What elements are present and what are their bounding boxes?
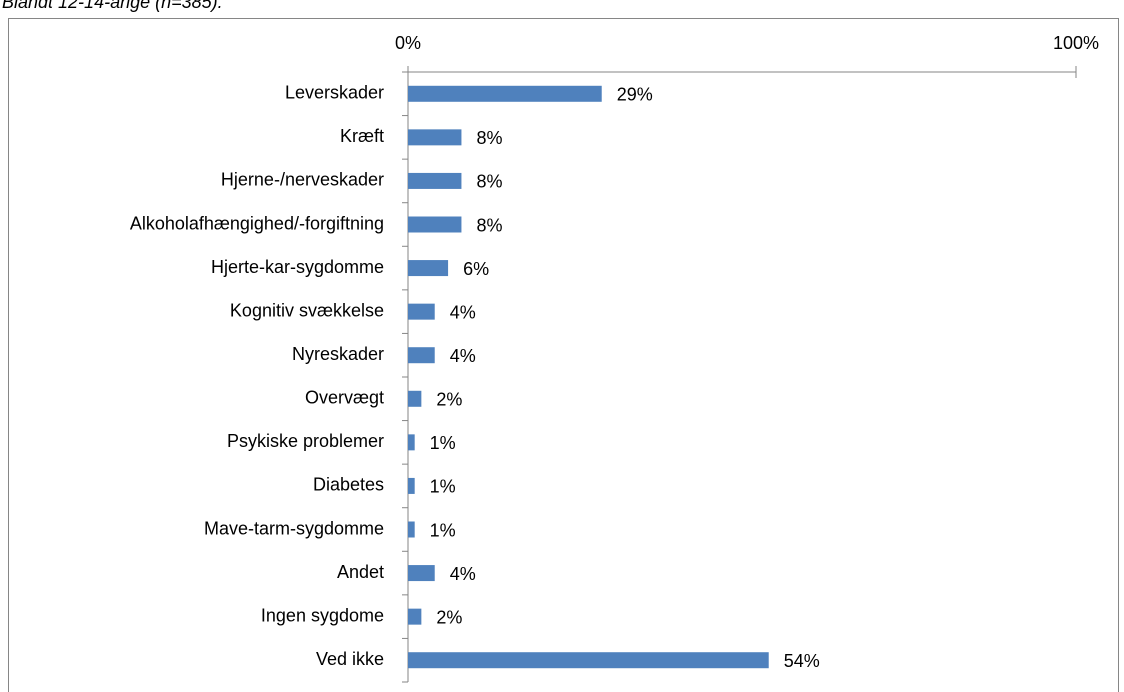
data-label: 1% xyxy=(430,520,456,540)
x-tick-label: 100% xyxy=(1053,33,1099,53)
y-tick-label: Kognitiv svækkelse xyxy=(230,300,384,320)
chart-frame xyxy=(8,18,1119,692)
y-tick-label: Mave-tarm-sygdomme xyxy=(204,518,384,538)
y-tick-label: Leverskader xyxy=(285,83,384,103)
data-label: 54% xyxy=(784,651,820,671)
data-label: 4% xyxy=(450,302,476,322)
y-tick-label: Hjerte-kar-sygdomme xyxy=(211,257,384,277)
data-label: 4% xyxy=(450,564,476,584)
bar xyxy=(408,172,462,189)
data-label: 8% xyxy=(476,128,502,148)
y-tick-label: Diabetes xyxy=(313,475,384,495)
bar xyxy=(408,260,449,277)
bar xyxy=(408,652,769,669)
data-label: 2% xyxy=(436,390,462,410)
y-tick-label: Kræft xyxy=(340,126,384,146)
data-label: 1% xyxy=(430,477,456,497)
y-tick-label: Overvægt xyxy=(305,388,384,408)
bar xyxy=(408,216,462,233)
y-tick-label: Psykiske problemer xyxy=(227,431,384,451)
y-tick-label: Alkoholafhængighed/-forgiftning xyxy=(130,213,384,233)
bar xyxy=(408,303,435,320)
bar xyxy=(408,477,415,494)
y-tick-label: Andet xyxy=(337,562,384,582)
data-label: 29% xyxy=(617,85,653,105)
data-label: 2% xyxy=(436,607,462,627)
bar xyxy=(408,347,435,364)
bar xyxy=(408,608,422,625)
y-tick-label: Ingen sygdome xyxy=(261,605,384,625)
bar xyxy=(408,521,415,538)
bar xyxy=(408,565,435,582)
data-label: 1% xyxy=(430,433,456,453)
bar xyxy=(408,390,422,407)
bar xyxy=(408,129,462,146)
data-label: 6% xyxy=(463,259,489,279)
data-label: 8% xyxy=(476,215,502,235)
data-label: 4% xyxy=(450,346,476,366)
x-tick-label: 0% xyxy=(395,33,421,53)
y-tick-label: Nyreskader xyxy=(292,344,384,364)
y-tick-label: Hjerne-/nerveskader xyxy=(221,170,384,190)
data-label: 8% xyxy=(476,172,502,192)
y-tick-label: Ved ikke xyxy=(316,649,384,669)
bar xyxy=(408,85,602,102)
chart-subtitle: Blandt 12-14-årige (n=385). xyxy=(2,0,223,12)
bar xyxy=(408,434,415,451)
